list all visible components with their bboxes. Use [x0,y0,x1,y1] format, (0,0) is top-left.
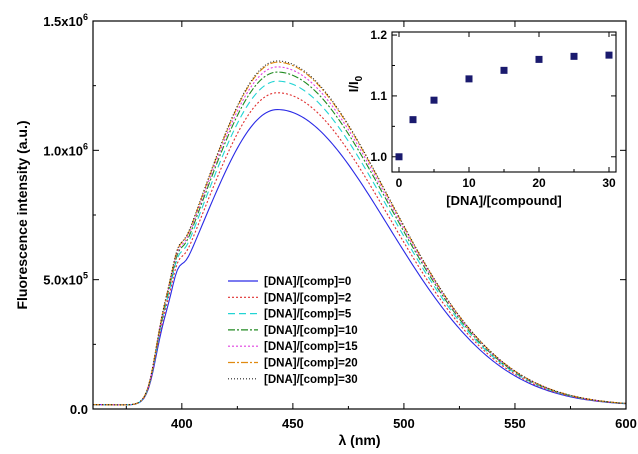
y-tick-label: 0.0 [70,402,88,417]
x-tick-label: 550 [504,416,526,431]
x-axis-title: λ (nm) [339,432,381,448]
inset-x-tick-label: 10 [462,176,476,190]
x-tick-label: 600 [615,416,637,431]
legend-label: [DNA]/[comp]=5 [264,309,352,321]
inset-data-point [605,51,613,59]
inset-y-tick-label: 1.1 [370,89,387,103]
inset-y-tick-label: 1.0 [370,150,387,164]
y-tick-label: 5.0x105 [43,271,88,288]
spectrum-series-line [92,71,627,406]
legend: [DNA]/[comp]=0 [DNA]/[comp]=2 [DNA]/[comp]… [228,276,358,386]
inset-data-point [409,116,417,124]
inset-data-point [500,66,508,74]
legend-label: [DNA]/[comp]=2 [264,292,351,304]
legend-label: [DNA]/[comp]=0 [264,276,351,288]
main-plot-curves [92,60,627,406]
legend-label: [DNA]/[comp]=10 [264,325,358,337]
x-tick-label: 450 [282,416,304,431]
legend-label: [DNA]/[comp]=30 [264,374,358,386]
inset-frame [391,31,617,173]
x-tick-label: 400 [171,416,193,431]
inset-x-tick-label: 30 [602,176,616,190]
inset-x-tick-label: 20 [532,176,546,190]
x-tick-label: 500 [393,416,415,431]
spectrum-series-line [92,92,627,406]
legend-label: [DNA]/[comp]=15 [264,341,358,353]
inset-data-point [430,96,438,104]
legend-label: [DNA]/[comp]=20 [264,358,358,370]
y-axis-title: Fluorescence intensity (a.u.) [14,120,30,309]
spectrum-series-line [92,109,627,406]
inset-data-point [535,55,543,63]
y-tick-label: 1.0x106 [43,141,88,158]
inset-x-tick-label: 0 [396,176,403,190]
spectrum-series-line [92,80,627,406]
inset-x-axis-title: [DNA]/[compound] [446,193,562,208]
inset-y-tick-label: 1.2 [370,28,387,42]
inset-y-axis-title: I/I0 [346,75,365,92]
inset-data-point [570,52,578,60]
main-plot-axes: 400 450 500 550 600 0.0 5.0x105 1.0x106 1.5x106 λ… [14,12,637,448]
y-tick-label: 1.5x106 [43,12,88,29]
inset-data-point [395,153,403,161]
inset-data-point [465,75,473,83]
inset-plot: 0 10 20 30 1.0 1.1 1.2 [DNA]/[compound] I/I0 [346,28,617,208]
